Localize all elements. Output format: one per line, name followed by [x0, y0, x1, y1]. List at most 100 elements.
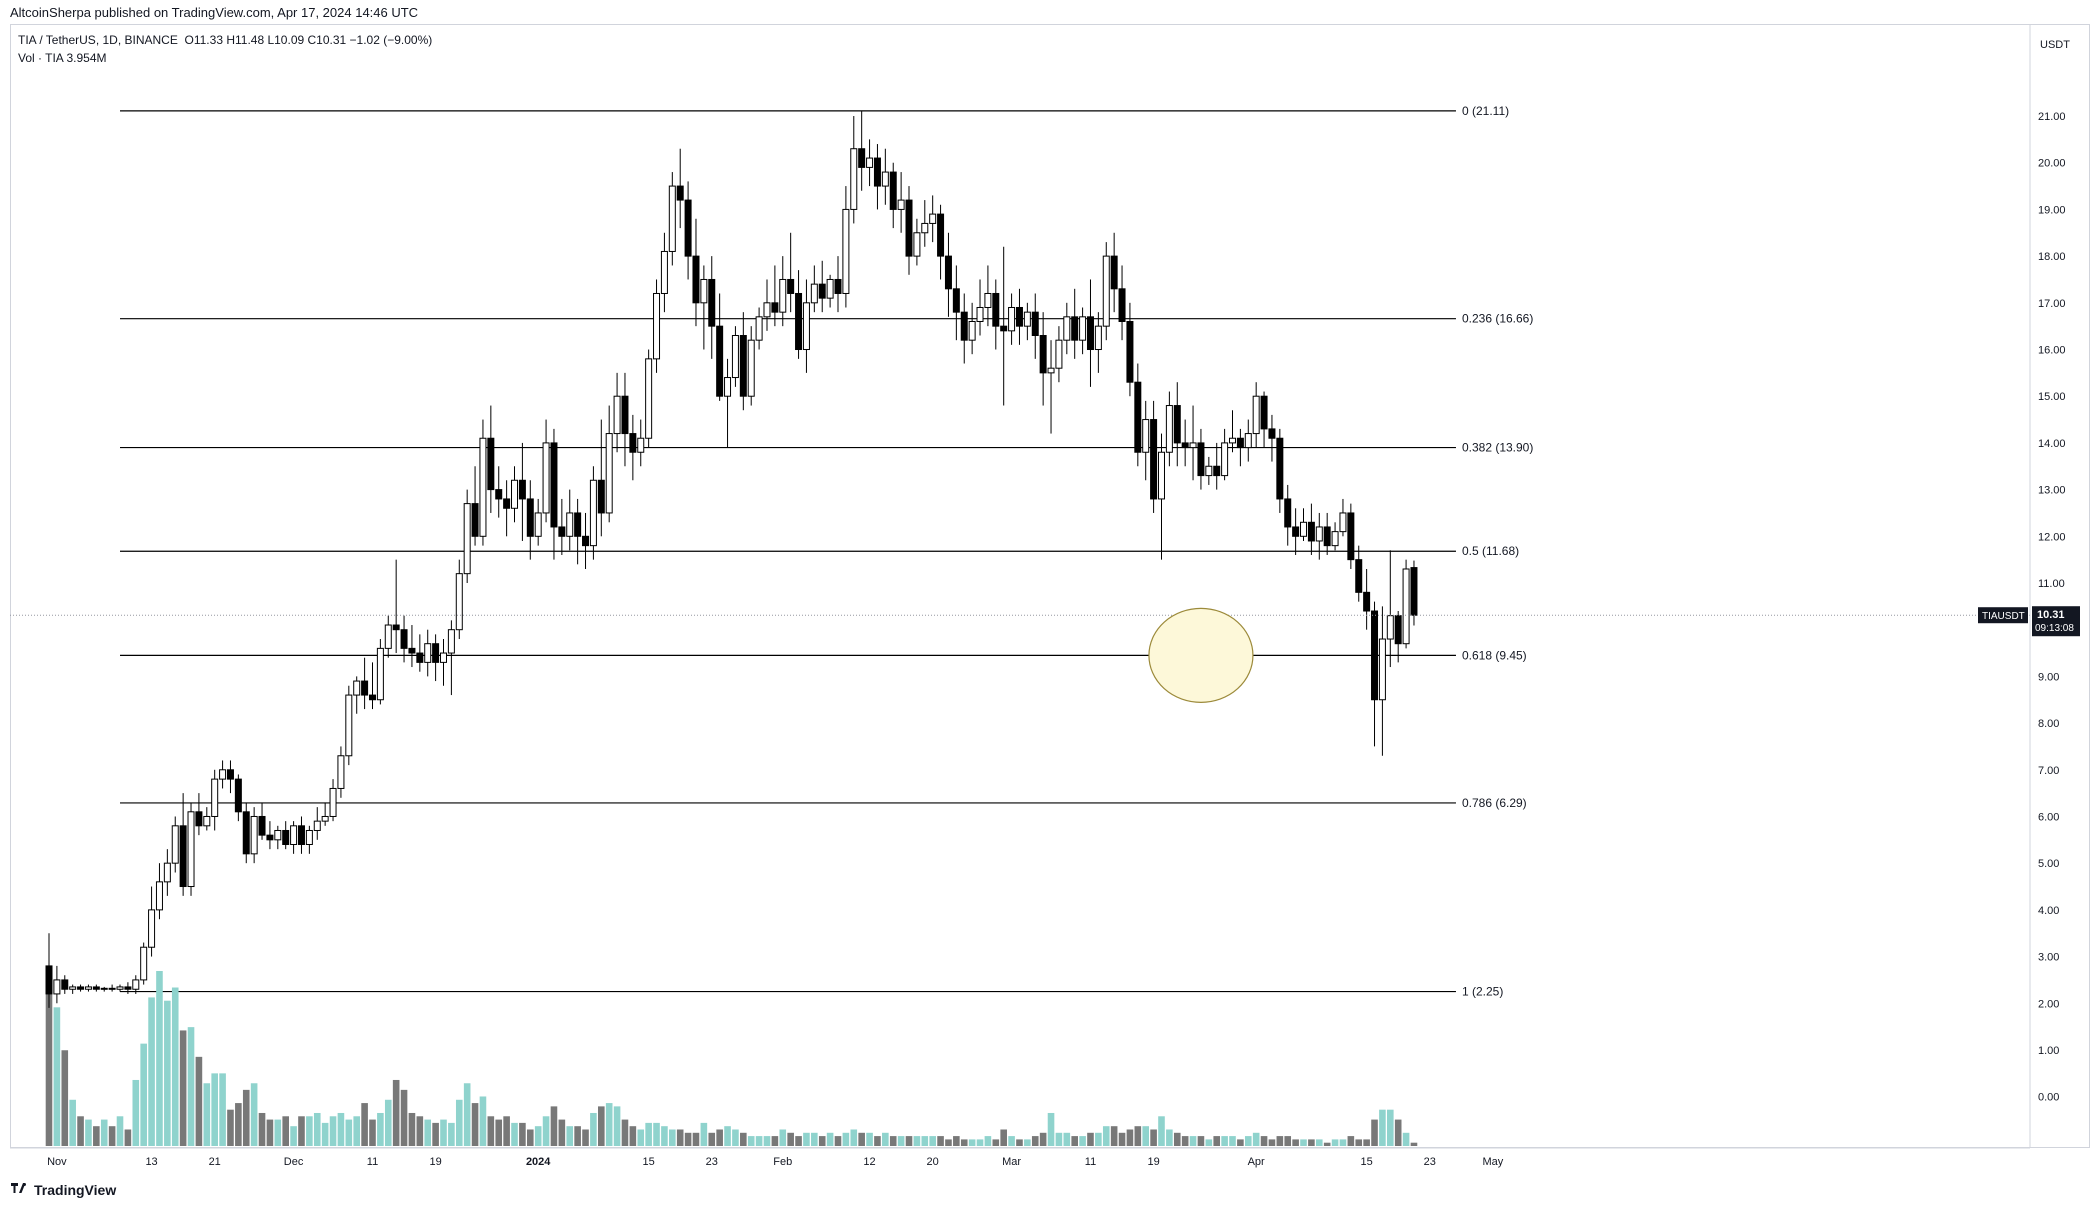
candle-body [944, 255, 952, 290]
volume-bar [77, 1116, 84, 1146]
volume-bar [842, 1132, 850, 1146]
volume-bar [1134, 1126, 1142, 1146]
volume-bar [1031, 1136, 1039, 1146]
fib-label: 0.618 (9.45) [1462, 648, 1527, 662]
volume-bar [1237, 1139, 1244, 1146]
volume-bar [479, 1096, 487, 1146]
volume-bar [1292, 1139, 1299, 1146]
volume-bar [313, 1112, 321, 1146]
volume-bar [669, 1129, 676, 1146]
volume-bar [361, 1103, 368, 1146]
volume-bar [440, 1119, 447, 1146]
volume-bar [1126, 1129, 1134, 1146]
price-axis: USDT 21.00 20.00 19.00 18.00 17.00 16.00 15.00… [1978, 24, 2080, 1148]
price-tick-label: 7.00 [2038, 765, 2059, 777]
candle-body [479, 437, 487, 537]
volume-bar [747, 1136, 755, 1146]
candle-body [968, 320, 976, 341]
volume-bar [960, 1139, 968, 1146]
candle-body [842, 208, 850, 294]
candle-body [818, 283, 826, 299]
time-tick-label: 15 [1361, 1156, 1373, 1168]
price-tick-label: 17.00 [2038, 298, 2066, 310]
legend-symbol-row[interactable]: TIA / TetherUS, 1D, BINANCE O11.33 H11.4… [18, 33, 432, 47]
volume-bar [740, 1132, 747, 1146]
candle-body [1023, 311, 1031, 327]
volume-bar [1189, 1136, 1197, 1146]
candle-body [1165, 405, 1173, 453]
volume-bar [211, 1073, 218, 1146]
volume-bar [1402, 1132, 1410, 1146]
volume-bar [708, 1132, 716, 1146]
volume-bar [818, 1136, 826, 1146]
candle-body [574, 512, 582, 537]
volume-bar [1323, 1142, 1331, 1146]
volume-bar [716, 1129, 723, 1146]
volume-bar [282, 1116, 289, 1146]
candle-body [1000, 325, 1008, 332]
candle-body [84, 986, 92, 990]
volume-bar [803, 1132, 810, 1146]
volume-bar [455, 1099, 463, 1146]
volume-bar [1000, 1129, 1007, 1146]
volume-bar [250, 1083, 258, 1146]
volume-bar [471, 1103, 479, 1146]
price-tick-label: 1.00 [2038, 1045, 2059, 1057]
candle-body [779, 278, 787, 313]
volume-bar [171, 987, 179, 1146]
volume-bar [1118, 1132, 1126, 1146]
candle-body [1189, 442, 1197, 449]
volume-bar [692, 1132, 700, 1146]
volume-bar [858, 1132, 865, 1146]
candle-body [684, 199, 692, 257]
volume-bar [684, 1132, 692, 1146]
candle-body [605, 433, 613, 514]
volume-bar [874, 1136, 881, 1146]
volume-bar [321, 1122, 329, 1146]
candle-body [629, 433, 637, 453]
time-tick-label: 23 [1424, 1156, 1436, 1168]
candle-body [1402, 568, 1410, 645]
currency-label: USDT [2040, 39, 2070, 51]
volume-bar [242, 1089, 250, 1146]
footer: TradingView [10, 1181, 116, 1198]
candle-body [447, 629, 455, 654]
candle-body [511, 479, 519, 509]
fib-label: 0.382 (13.90) [1462, 441, 1533, 455]
candle-body [755, 316, 763, 341]
volume-bar [1347, 1136, 1355, 1146]
candle-body [1394, 615, 1402, 645]
candle-body [132, 979, 140, 990]
volume-bar [511, 1122, 518, 1146]
candle-body [550, 442, 558, 528]
candle-body [1094, 325, 1102, 351]
candle-body [455, 573, 463, 631]
volume-bar [889, 1136, 897, 1146]
legend-symbol[interactable]: TIA / TetherUS, 1D, BINANCE [18, 33, 178, 47]
volume-bar [866, 1132, 873, 1146]
volume-bar [337, 1112, 345, 1146]
legend-volume[interactable]: Vol · TIA 3.954M [18, 51, 107, 65]
candle-body [503, 498, 511, 509]
candle-body [645, 358, 653, 439]
volume-bar [124, 1129, 132, 1146]
candle-body [566, 512, 574, 537]
candle-body [866, 157, 874, 168]
candle-body [432, 643, 440, 663]
volume-bar [164, 1000, 171, 1146]
candle-body [1031, 311, 1039, 337]
volume-bar [108, 1126, 116, 1146]
candle-body [747, 339, 755, 397]
candle-body [171, 825, 179, 864]
time-tick-label: Apr [1248, 1156, 1265, 1168]
volume-bar [834, 1136, 842, 1146]
candle-body [408, 647, 416, 654]
volume-bar [1339, 1139, 1347, 1146]
price-tick-label: 20.00 [2038, 158, 2066, 170]
time-tick-label: 13 [145, 1156, 157, 1168]
volume-bar [369, 1119, 376, 1146]
last-price-badge [2032, 606, 2080, 637]
volume-bar [100, 1119, 108, 1146]
candle-body [187, 811, 195, 888]
